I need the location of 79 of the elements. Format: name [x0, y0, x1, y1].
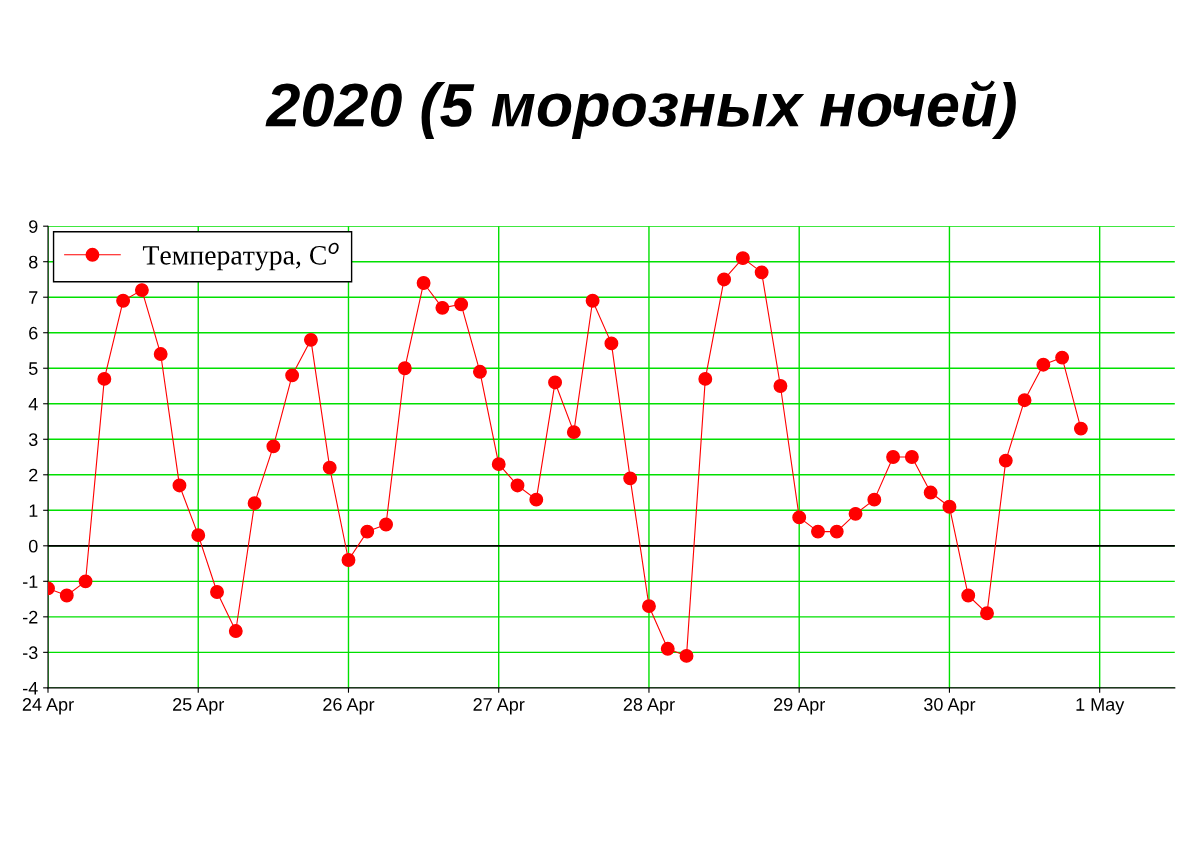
y-tick-label: 5	[28, 362, 38, 375]
point	[886, 450, 901, 464]
point	[904, 450, 919, 464]
point	[247, 496, 262, 511]
x-tick-label: 1 May	[1076, 698, 1125, 715]
point	[773, 379, 788, 393]
chart-title: 2020 (5 морозных ночей)	[265, 80, 1016, 139]
point	[698, 371, 713, 386]
point	[604, 336, 619, 351]
point	[153, 347, 168, 361]
point	[754, 265, 769, 280]
point	[454, 297, 469, 312]
x-tick-label: 24 Apr	[22, 698, 74, 715]
point	[623, 471, 638, 486]
x-tick-label: 29 Apr	[774, 698, 825, 715]
y-tick-label: 4	[28, 397, 38, 411]
point	[1017, 393, 1032, 408]
point	[210, 585, 224, 599]
y-tick-label: 7	[29, 291, 38, 304]
point	[829, 524, 844, 539]
y-tick-label: -3	[23, 646, 38, 660]
point	[1073, 421, 1088, 436]
point	[942, 499, 957, 514]
y-tick-label: 8	[29, 255, 38, 269]
y-tick-label: 2	[29, 468, 38, 482]
y-tick-label: 0	[28, 539, 38, 553]
x-tick-label: 28 Apr	[623, 698, 675, 715]
point	[980, 606, 994, 621]
point	[529, 492, 544, 507]
point	[848, 506, 863, 521]
point	[59, 588, 74, 603]
point	[585, 293, 600, 308]
point	[397, 361, 412, 376]
point	[735, 251, 750, 266]
point	[285, 368, 300, 383]
x-tick-label: 30 Apr	[924, 698, 976, 715]
point	[228, 624, 243, 638]
point	[116, 293, 131, 308]
legend-label: Температура, C$^{o}$	[142, 242, 339, 271]
x-tick-label: 27 Apr	[473, 698, 525, 715]
point	[548, 375, 563, 390]
point	[642, 599, 656, 614]
point	[78, 574, 93, 589]
point	[717, 272, 732, 287]
y-tick-label: 9	[29, 220, 38, 233]
point	[660, 641, 675, 656]
point	[792, 510, 807, 525]
point	[416, 276, 431, 290]
point	[191, 528, 206, 543]
point	[435, 300, 450, 315]
point	[341, 553, 356, 567]
point	[379, 517, 393, 532]
y-tick-label: -4	[23, 681, 38, 695]
y-tick-label: 6	[29, 326, 38, 340]
point	[97, 371, 112, 386]
point	[811, 524, 825, 539]
y-tick-label: -2	[23, 610, 38, 624]
point	[360, 524, 375, 539]
x-tick-label: 26 Apr	[323, 698, 375, 715]
point	[322, 460, 337, 475]
y-tick-label: 1	[29, 504, 38, 517]
point	[134, 283, 149, 298]
x-tick-label: 25 Apr	[173, 698, 225, 715]
point	[491, 457, 506, 472]
point	[303, 332, 318, 347]
point	[1055, 350, 1070, 365]
point	[510, 478, 525, 493]
point	[1036, 357, 1051, 372]
point	[172, 478, 187, 493]
point	[266, 439, 281, 454]
point	[472, 364, 487, 379]
y-tick-label: 3	[28, 433, 38, 446]
point	[867, 492, 882, 507]
point	[679, 648, 694, 663]
point	[566, 425, 581, 440]
point	[998, 453, 1013, 468]
point	[961, 588, 976, 603]
point	[923, 485, 938, 500]
y-tick-label: -1	[23, 575, 38, 588]
